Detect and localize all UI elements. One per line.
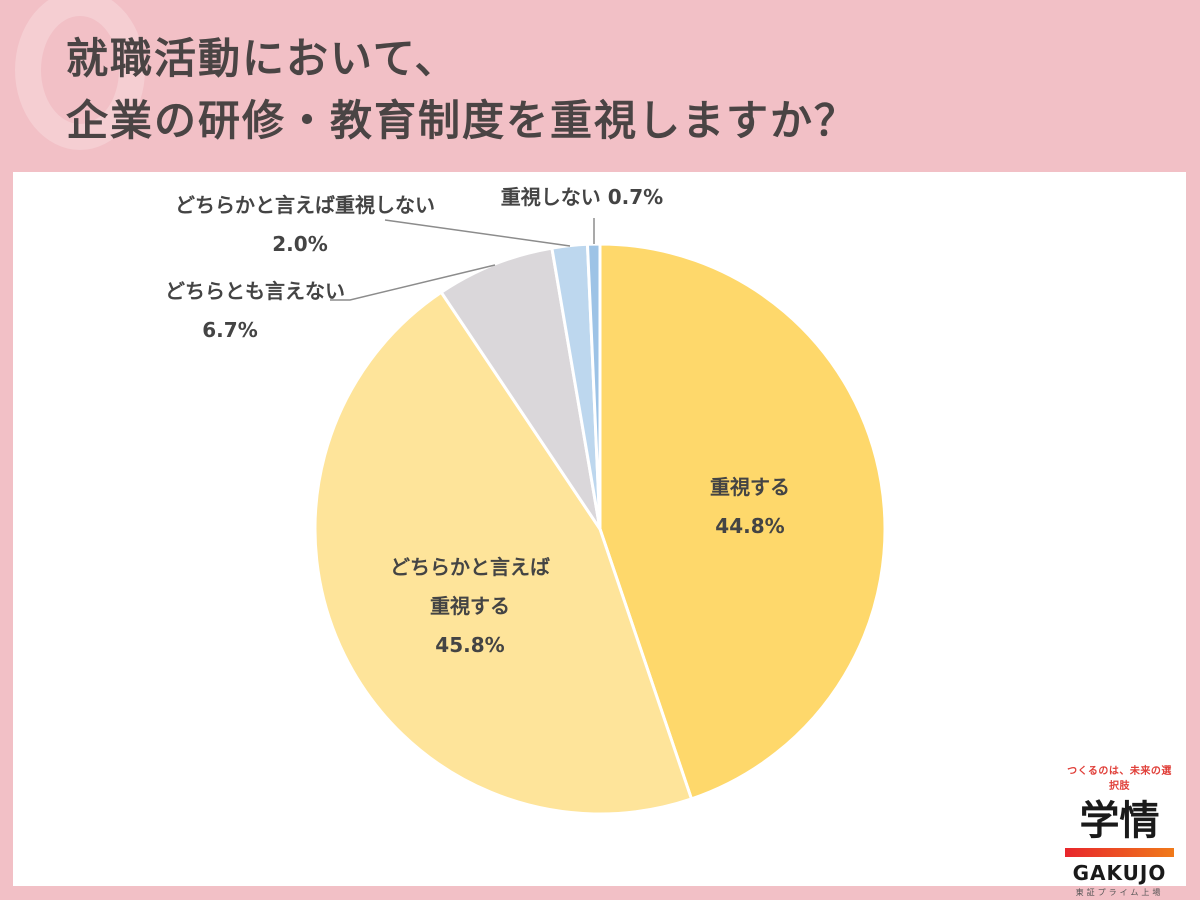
label-jushi-suru: 重視する 44.8% bbox=[710, 475, 790, 538]
leader-line-dochiraka-jushi-shinai bbox=[384, 219, 571, 247]
label-dochiraka-jushi-suru: どちらかと言えば 重視する 45.8% bbox=[390, 555, 550, 657]
leader-line-dochiratomo-ienai bbox=[330, 264, 496, 301]
slice-jushi-suru bbox=[598, 242, 887, 801]
title-line-2: 企業の研修・教育制度を重視しますか？ bbox=[66, 96, 859, 145]
label-dochiratomo-ienai: どちらとも言えない 6.7% bbox=[165, 279, 345, 342]
label-jushi-shinai: 重視しない 0.7% bbox=[500, 185, 664, 209]
page-title: 就職活動において、 企業の研修・教育制度を重視しますか？ bbox=[66, 28, 858, 152]
logo-gradient-bar bbox=[1065, 848, 1174, 857]
slice-jushi-shinai bbox=[585, 242, 602, 530]
logo-kanji: 学情 bbox=[1079, 798, 1160, 844]
label-dochiraka-jushi-shinai: どちらかと言えば重視しない 2.0% bbox=[175, 193, 435, 256]
logo-tagline: つくるのは、未来の選択肢 bbox=[1067, 766, 1172, 792]
logo-subtitle: 東証プライム上場 bbox=[1075, 888, 1164, 897]
logo-english: GAKUJO bbox=[1072, 861, 1167, 885]
gakujo-logo: つくるのは、未来の選択肢 学情 GAKUJO 東証プライム上場 bbox=[1062, 762, 1177, 898]
slice-dochiraka-jushi-suru bbox=[313, 290, 694, 816]
title-line-1: 就職活動において、 bbox=[66, 34, 459, 83]
